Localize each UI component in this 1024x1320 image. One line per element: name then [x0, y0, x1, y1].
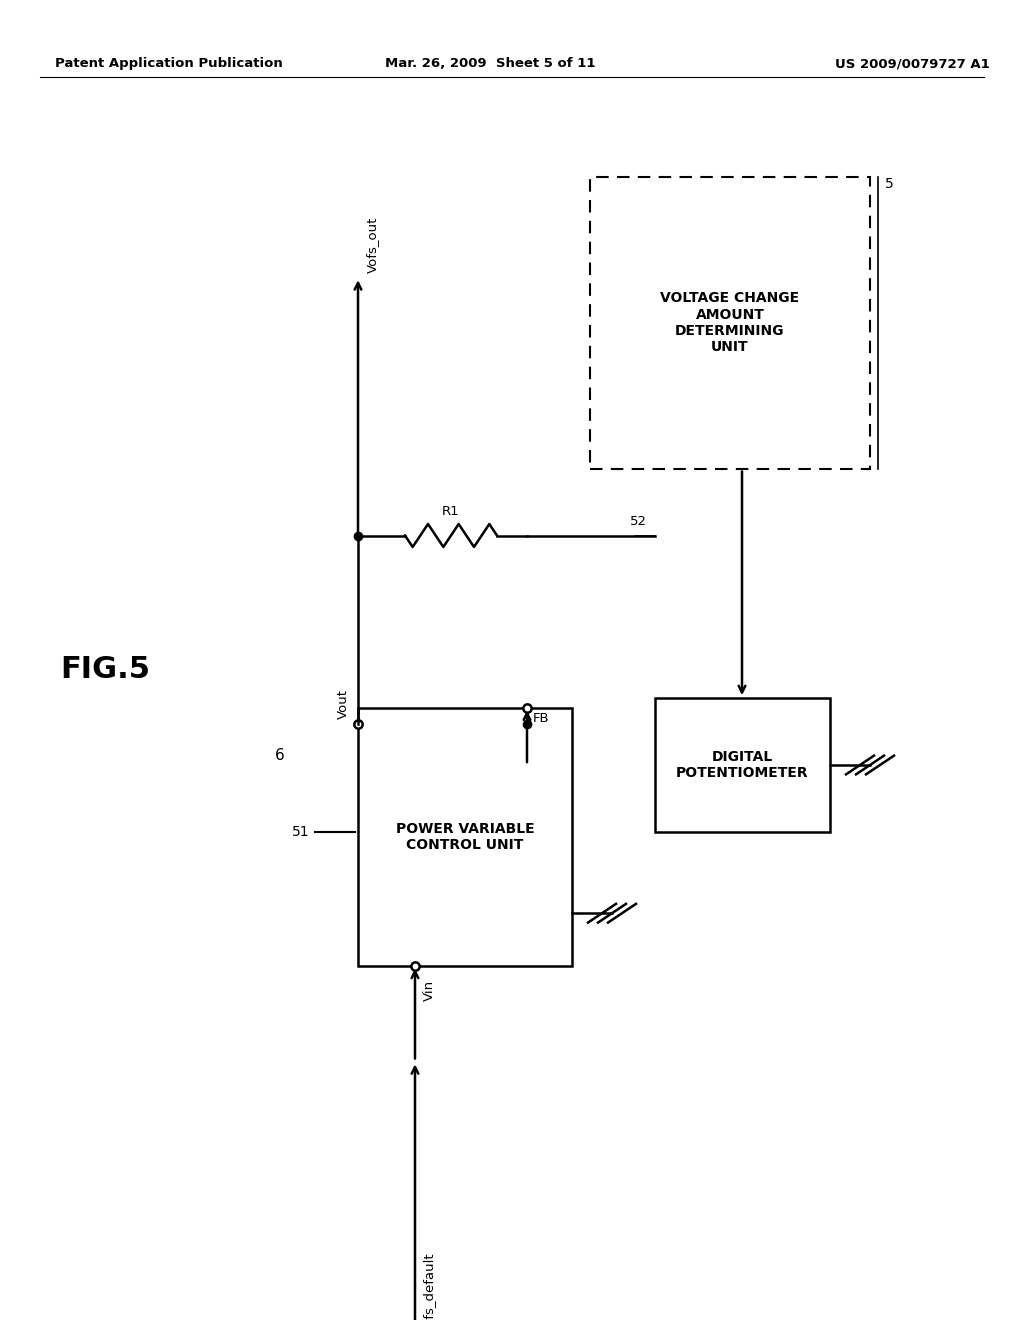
Text: US 2009/0079727 A1: US 2009/0079727 A1: [836, 57, 990, 70]
Text: Vofs_default: Vofs_default: [423, 1253, 436, 1320]
Text: DIGITAL
POTENTIOMETER: DIGITAL POTENTIOMETER: [676, 750, 809, 780]
Bar: [655, 698, 830, 832]
Text: FB: FB: [534, 713, 550, 726]
Text: Vout: Vout: [337, 689, 350, 719]
Text: Vofs_out: Vofs_out: [366, 216, 379, 272]
Text: FIG.5: FIG.5: [60, 655, 150, 684]
Text: VOLTAGE CHANGE
AMOUNT
DETERMINING
UNIT: VOLTAGE CHANGE AMOUNT DETERMINING UNIT: [660, 292, 800, 354]
Text: 6: 6: [275, 748, 285, 763]
Bar: [590, 177, 870, 469]
Text: R1: R1: [442, 506, 460, 519]
Text: Mar. 26, 2009  Sheet 5 of 11: Mar. 26, 2009 Sheet 5 of 11: [385, 57, 595, 70]
Text: 51: 51: [293, 825, 310, 840]
Text: Patent Application Publication: Patent Application Publication: [55, 57, 283, 70]
Text: POWER VARIABLE
CONTROL UNIT: POWER VARIABLE CONTROL UNIT: [395, 821, 535, 851]
Text: Vin: Vin: [423, 981, 436, 1002]
Text: 5: 5: [885, 177, 894, 191]
Bar: [358, 708, 572, 966]
Text: 52: 52: [630, 515, 647, 528]
